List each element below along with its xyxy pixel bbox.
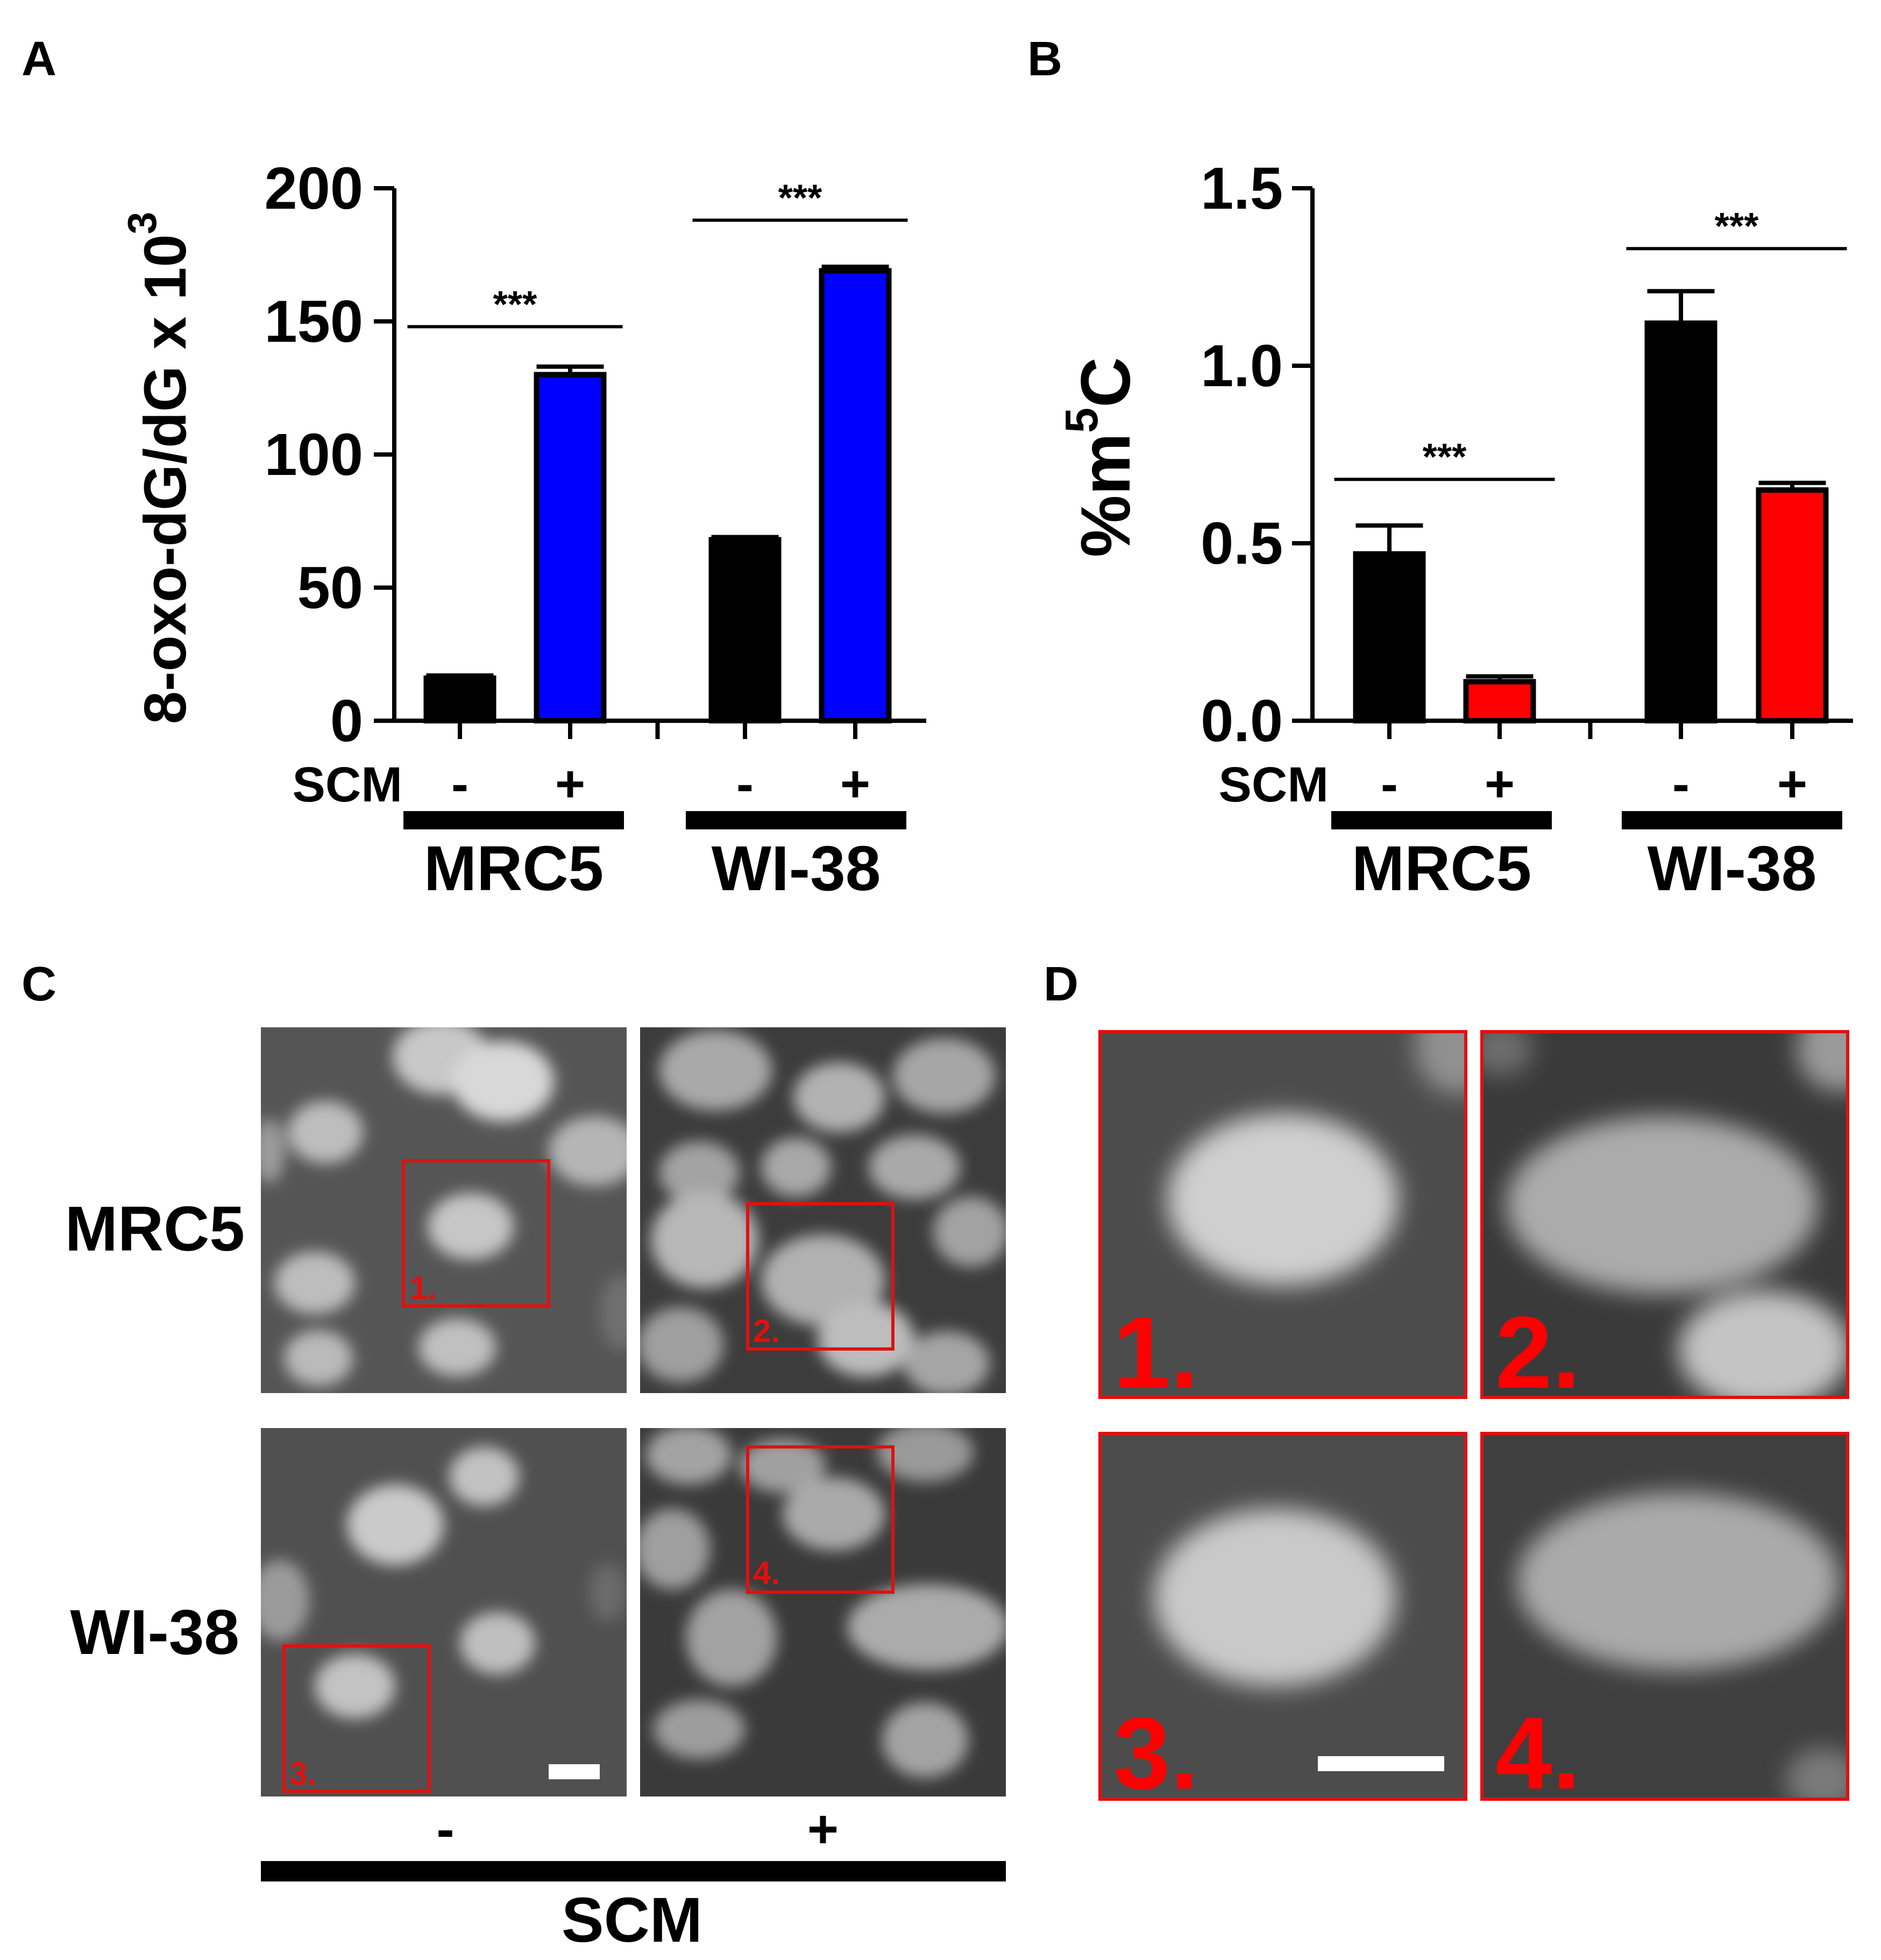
svg-text:%m5C: %m5C (1056, 357, 1145, 557)
chartA-treatment-mark: - (451, 755, 469, 813)
chartA-bar-wi-38-scm (819, 268, 892, 723)
chart-b-ylabel-end: C (1066, 357, 1145, 408)
chart-a-ylabel-main: 8-oxo-dG/dG x 10 (132, 234, 198, 724)
chart-b-ylabel-main: %m (1066, 433, 1145, 557)
chartB-significance-label: *** (1715, 205, 1759, 247)
chartA-group-label: MRC5 (424, 833, 604, 904)
chartA-bar-mrc5-scm (534, 372, 607, 723)
zoom-box-3-label: 3. (289, 1756, 316, 1792)
chartA-group-bar (686, 811, 906, 829)
chart-b-y-axis-label: %m5C (1056, 357, 1145, 557)
chartB-bar-wi-38-scm (1756, 487, 1829, 723)
chartA-treatment-mark: + (555, 755, 585, 813)
zoom-box-3 (282, 1644, 431, 1793)
chartA-y-tick-label: 200 (264, 155, 363, 222)
panel-label-a: A (22, 32, 56, 86)
chartA-y-tick-label: 50 (297, 555, 363, 621)
chartA-y-tick-label: 150 (264, 289, 363, 355)
chartB-treatment-mark: + (1777, 755, 1807, 813)
chartA-y-tick-label: 100 (264, 422, 363, 488)
chart-b: %m5C 0.0 0.5 1.0 1.5 *** *** SCM - + - + MRC5 WI… (1056, 155, 1853, 904)
chartB-significance-label: *** (1423, 436, 1467, 478)
chartA-significance-label: *** (778, 176, 822, 218)
micrograph-wi38-scm (640, 1428, 1006, 1796)
zoom-cell-2: 2. (1480, 1030, 1849, 1410)
chartA-treatment-mark: - (736, 755, 754, 813)
chartB-group-label: MRC5 (1352, 833, 1531, 904)
zoom-box-4-label: 4. (753, 1555, 780, 1591)
scale-bar-d (1318, 1756, 1444, 1771)
zoom-cell-1-label: 1. (1113, 1296, 1198, 1410)
chartB-y-tick-label: 1.0 (1201, 333, 1283, 399)
chartB-group-bar (1622, 811, 1842, 829)
chart-a-treatment-label: SCM (293, 757, 402, 812)
micrograph-mrc5-scm (640, 1027, 1006, 1393)
chartB-treatment-mark: - (1381, 755, 1398, 813)
svg-text:8-oxo-dG/dG x 103: 8-oxo-dG/dG x 103 (119, 212, 198, 724)
chartA-treatment-mark: + (840, 755, 870, 813)
zoom-cell-4-label: 4. (1495, 1696, 1580, 1810)
zoom-cell-1: 1. (1098, 1030, 1467, 1410)
panel-d-zoomed-cells: 1. 2. 3. (1098, 1030, 1849, 1810)
chartA-group-bar (403, 811, 624, 829)
panel-c-col-label-minus: - (436, 1799, 454, 1859)
zoom-box-2 (746, 1202, 895, 1351)
chartB-treatment-mark: - (1672, 755, 1690, 813)
chartB-y-tick-label: 1.5 (1201, 155, 1283, 222)
chart-b-ylabel-sup: 5 (1056, 408, 1108, 433)
panel-c-row-label-mrc5: MRC5 (65, 1194, 245, 1265)
zoom-cell-3-label: 3. (1113, 1696, 1198, 1810)
chartA-bar-wi-38-control (708, 537, 782, 724)
chartA-y-tick-label: 0 (330, 688, 363, 754)
chartB-group-bar (1331, 811, 1552, 829)
zoom-box-1 (402, 1159, 550, 1308)
chart-a: 8-oxo-dG/dG x 103 0 50 100 150 200 *** *** SC… (119, 155, 926, 904)
panel-c-col-label-plus: + (807, 1799, 839, 1859)
panel-label-b: B (1027, 32, 1062, 86)
panel-c-treatment-bar (261, 1861, 1006, 1881)
chart-a-ylabel-sup: 3 (119, 212, 165, 235)
panel-label-c: C (22, 957, 56, 1011)
zoom-box-4 (746, 1445, 895, 1594)
chart-b-treatment-label: SCM (1219, 757, 1329, 812)
chart-a-y-axis-label: 8-oxo-dG/dG x 103 (119, 212, 198, 724)
chartB-bar-mrc5-scm (1463, 679, 1536, 724)
panel-c-row-label-wi38: WI-38 (70, 1597, 239, 1668)
zoom-box-2-label: 2. (753, 1313, 780, 1349)
zoom-cell-4: 4. (1480, 1432, 1849, 1810)
panel-c-micrographs: MRC5 WI-38 (65, 1027, 1006, 1956)
chartB-treatment-mark: + (1485, 755, 1515, 813)
micrograph-mrc5-untreated (261, 1027, 627, 1393)
micrograph-wi38-untreated (261, 1428, 627, 1796)
scale-bar-c (549, 1764, 600, 1779)
zoom-box-1-label: 1. (410, 1270, 437, 1306)
chartB-y-tick-label: 0.0 (1201, 688, 1283, 754)
chartA-group-label: WI-38 (712, 833, 881, 904)
panel-c-treatment-label: SCM (562, 1885, 702, 1956)
chartB-y-tick-label: 0.5 (1201, 510, 1283, 577)
chartB-group-label: WI-38 (1648, 833, 1817, 904)
chartA-significance-label: *** (493, 283, 537, 325)
chartB-bar-mrc5-control (1353, 551, 1426, 724)
chartA-bar-mrc5-control (423, 675, 496, 724)
zoom-cell-2-label: 2. (1495, 1296, 1580, 1410)
panel-label-d: D (1044, 957, 1078, 1011)
chartB-bar-wi-38-control (1644, 320, 1717, 723)
zoom-cell-3: 3. (1098, 1432, 1467, 1810)
